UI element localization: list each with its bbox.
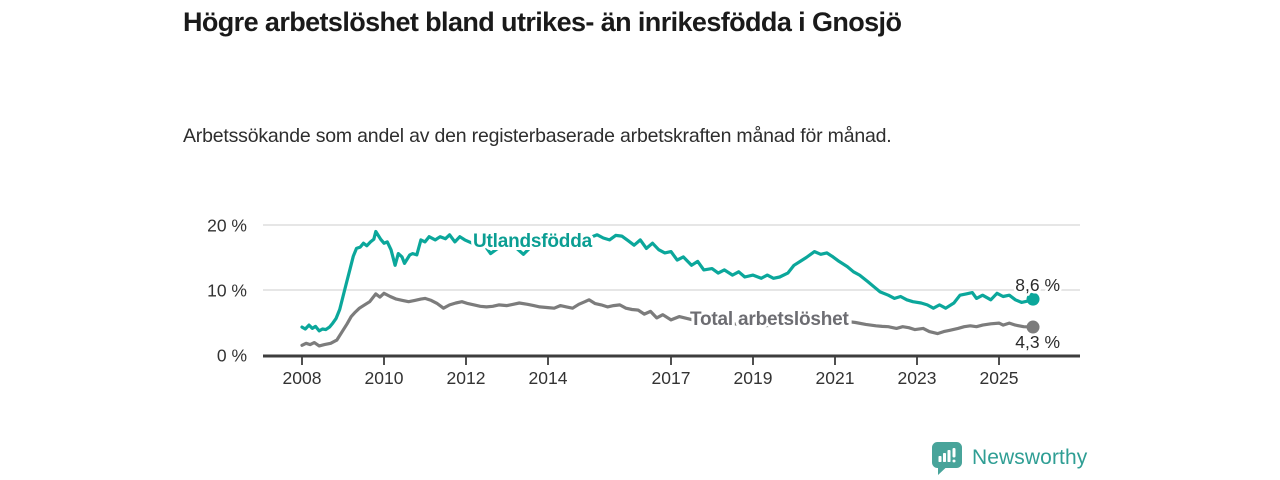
x-axis-tick-label: 2010	[365, 368, 404, 388]
x-axis-tick-label: 2017	[652, 368, 691, 388]
newsworthy-chart-bubble-icon	[932, 442, 962, 475]
series-end-dot-utlandsfodda	[1026, 292, 1040, 306]
x-axis-tick-label: 2012	[447, 368, 486, 388]
series-end-value-label: 4,3 %	[1015, 332, 1060, 352]
series-label-total: Total arbetslöshet	[690, 309, 850, 330]
x-axis-tick-label: 2025	[980, 368, 1019, 388]
x-axis-tick-label: 2019	[734, 368, 773, 388]
x-axis-tick-label: 2008	[283, 368, 322, 388]
x-axis-tick-label: 2023	[898, 368, 937, 388]
series-line-utlandsfodda	[300, 229, 1035, 333]
x-axis-tick-label: 2021	[816, 368, 855, 388]
y-axis-tick-label: 10 %	[207, 281, 247, 301]
chart-subtitle: Arbetssökande som andel av den registerb…	[183, 125, 892, 147]
newsworthy-wordmark: Newsworthy	[972, 446, 1088, 469]
y-axis-tick-label: 0 %	[217, 346, 247, 366]
newsworthy-logo: Newsworthy	[932, 441, 1087, 475]
series-end-value-label: 8,6 %	[1015, 275, 1060, 295]
series-line-total	[300, 291, 1035, 348]
series-end-dot-total	[1026, 320, 1040, 334]
chart-title: Högre arbetslöshet bland utrikes- än inr…	[183, 7, 902, 37]
y-axis-tick-label: 20 %	[207, 216, 247, 236]
x-axis-tick-label: 2014	[529, 368, 568, 388]
series-label-utlandsfodda: Utlandsfödda	[473, 231, 593, 252]
